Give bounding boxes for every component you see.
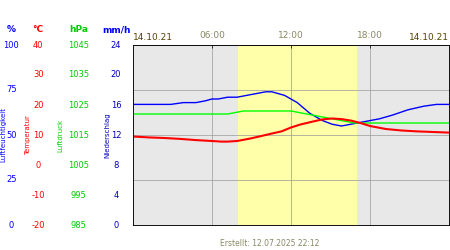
Text: Erstellt: 12.07.2025 22:12: Erstellt: 12.07.2025 22:12	[220, 238, 320, 248]
Text: 0: 0	[113, 220, 119, 230]
Text: 14.10.21: 14.10.21	[409, 34, 449, 42]
Text: 40: 40	[33, 40, 44, 50]
Text: 0: 0	[9, 220, 14, 230]
Text: Luftdruck: Luftdruck	[58, 118, 64, 152]
Text: 1025: 1025	[68, 100, 89, 110]
Text: 0: 0	[36, 160, 41, 170]
Text: -20: -20	[32, 220, 45, 230]
Text: 1035: 1035	[68, 70, 89, 80]
Text: Luftfeuchtigkeit: Luftfeuchtigkeit	[0, 108, 6, 162]
Text: 75: 75	[6, 86, 17, 94]
Text: 20: 20	[33, 100, 44, 110]
Text: Niederschlag: Niederschlag	[104, 112, 110, 158]
Text: -10: -10	[32, 190, 45, 200]
Text: 30: 30	[33, 70, 44, 80]
Text: 4: 4	[113, 190, 119, 200]
Text: 995: 995	[71, 190, 86, 200]
Bar	[291, 45, 357, 225]
Text: 16: 16	[111, 100, 122, 110]
Bar	[238, 45, 291, 225]
Text: 12: 12	[111, 130, 122, 140]
Text: 14.10.21: 14.10.21	[133, 34, 173, 42]
Text: mm/h: mm/h	[102, 26, 130, 35]
Text: hPa: hPa	[69, 26, 88, 35]
Text: 10: 10	[33, 130, 44, 140]
Text: 8: 8	[113, 160, 119, 170]
Text: %: %	[7, 26, 16, 35]
Text: 24: 24	[111, 40, 122, 50]
Text: 25: 25	[6, 176, 17, 184]
Text: 1005: 1005	[68, 160, 89, 170]
Text: 50: 50	[6, 130, 17, 140]
Text: 1045: 1045	[68, 40, 89, 50]
Text: Temperatur: Temperatur	[25, 115, 31, 155]
Text: °C: °C	[33, 26, 44, 35]
Text: 1015: 1015	[68, 130, 89, 140]
Text: 20: 20	[111, 70, 122, 80]
Text: 100: 100	[4, 40, 19, 50]
Text: 985: 985	[71, 220, 87, 230]
